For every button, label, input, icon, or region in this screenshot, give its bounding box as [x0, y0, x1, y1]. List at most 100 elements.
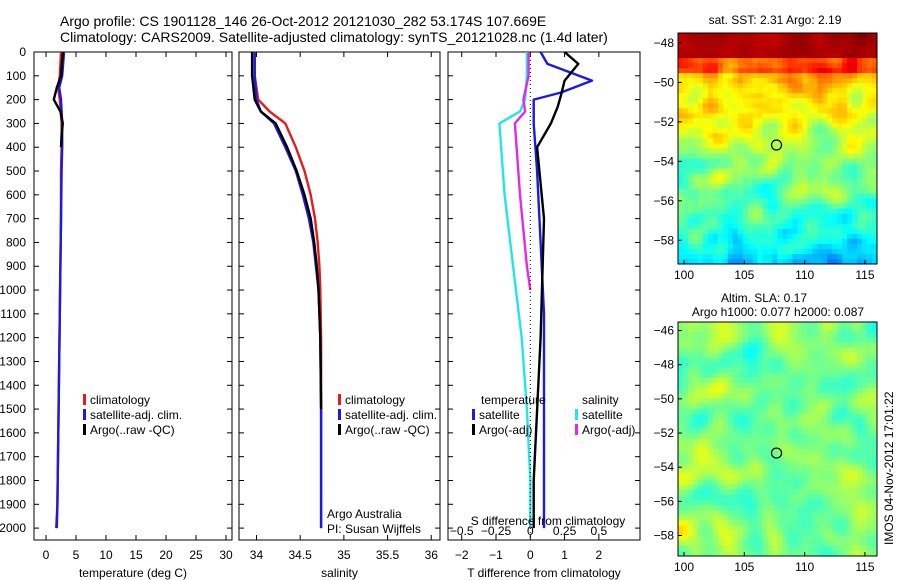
map-cell [847, 68, 853, 74]
map-cell [678, 218, 684, 225]
map-cell [687, 505, 694, 511]
map-cell [747, 474, 754, 481]
map-cell [727, 332, 734, 338]
map-cell [767, 439, 774, 445]
map-cell [842, 103, 848, 109]
map-cell [787, 38, 794, 44]
map-cell [822, 357, 828, 364]
map-cell [782, 332, 789, 338]
map-cell [827, 377, 833, 384]
map-cell [697, 43, 704, 49]
map-cell [867, 38, 873, 44]
map-cell [692, 540, 699, 547]
map-cell [757, 103, 764, 109]
map-cell [812, 193, 818, 200]
map-cell [837, 413, 843, 420]
map-cell [777, 58, 784, 64]
map-cell [742, 258, 749, 264]
map-cell [692, 535, 699, 542]
map-cell [687, 248, 694, 255]
map-cell [802, 88, 808, 94]
map-cell [852, 198, 858, 205]
map-cell [707, 362, 714, 369]
map-cell [832, 108, 838, 114]
map-cell [867, 449, 873, 455]
map-cell [777, 388, 784, 394]
map-cell [867, 158, 873, 165]
map-cell [717, 258, 724, 264]
map-cell [747, 168, 754, 175]
map-cell [872, 148, 877, 155]
map-cell [752, 143, 759, 150]
map-cell [682, 258, 689, 264]
map-cell [772, 253, 779, 260]
map-cell [757, 337, 764, 343]
map-cell [852, 530, 858, 537]
map-cell [767, 408, 774, 415]
map-cell [742, 459, 749, 466]
map-cell [817, 540, 823, 547]
map-cell [822, 545, 828, 552]
map-cell [678, 510, 684, 516]
map-cell [777, 148, 784, 155]
map-cell [792, 48, 798, 54]
map-cell [797, 43, 803, 49]
map-cell [757, 148, 764, 155]
map-cell [777, 218, 784, 225]
map-cell [722, 388, 729, 394]
map-cell [817, 439, 823, 445]
map-cell [732, 545, 739, 552]
map-cell [772, 243, 779, 250]
map-cell [747, 489, 754, 496]
map-cell [707, 93, 714, 99]
map-cell [742, 454, 749, 460]
map-cell [747, 505, 754, 511]
map-cell [792, 388, 798, 394]
map-cell [687, 183, 694, 190]
map-cell [832, 479, 838, 486]
map-cell [827, 474, 833, 481]
map-cell [847, 63, 853, 69]
map-cell [732, 138, 739, 145]
map-cell [747, 459, 754, 466]
map-cell [737, 433, 744, 440]
map-cell [842, 168, 848, 175]
map-cell [727, 253, 734, 260]
map-cell [697, 228, 704, 235]
map-cell [727, 243, 734, 250]
map-cell [822, 332, 828, 338]
map-cell [857, 233, 863, 240]
map-cell [852, 183, 858, 190]
map-cell [852, 223, 858, 230]
map-cell [682, 193, 689, 200]
map-cell [797, 377, 803, 384]
map-cell [837, 459, 843, 466]
map-cell [772, 327, 779, 333]
map-cell [807, 123, 813, 130]
map-cell [742, 352, 749, 359]
map-cell [832, 218, 838, 225]
map-cell [762, 213, 769, 220]
map-cell [867, 213, 873, 220]
map-cell [732, 428, 739, 435]
map-cell [678, 535, 684, 542]
map-cell [827, 352, 833, 359]
map-cell [832, 113, 838, 119]
map-cell [732, 505, 739, 511]
map-cell [837, 540, 843, 547]
map-cell [872, 168, 877, 175]
map-cell [832, 413, 838, 420]
map-cell [737, 444, 744, 450]
map-cell [837, 393, 843, 399]
map-cell [837, 78, 843, 84]
map-cell [697, 123, 704, 130]
map-cell [847, 203, 853, 210]
map-cell [792, 347, 798, 354]
map-cell [722, 484, 729, 491]
map-cell [757, 173, 764, 180]
map-cell [847, 223, 853, 230]
map-cell [697, 128, 704, 135]
map-cell [752, 168, 759, 175]
map-cell [742, 500, 749, 506]
x-tick-label: 100 [674, 268, 694, 282]
